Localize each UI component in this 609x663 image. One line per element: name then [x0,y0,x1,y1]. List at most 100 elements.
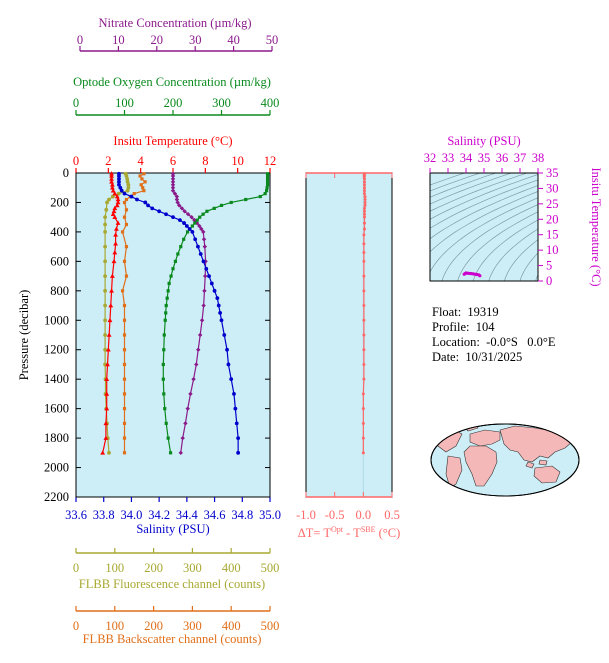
oxygen-point [190,224,194,228]
backscatter-point [122,259,127,263]
salinity-axis: 33.6 33.8 34.0 34.2 34.4 34.6 34.8 35.0 Salinit… [65,497,281,536]
salinity-point [122,191,127,196]
pressure-tick-label: 1600 [44,402,69,416]
fluorescence-tick-label: 300 [183,561,202,575]
backscatter-point [143,180,147,184]
temperature-point [115,220,121,225]
salinity-point [236,436,241,440]
oxygen-point [162,392,166,396]
backscatter-point [142,189,146,193]
fluorescence-point [103,333,107,337]
oxygen-point [265,186,269,190]
fluorescence-point [116,191,121,196]
fluorescence-tick-label: 400 [222,561,241,575]
backscatter-point [122,200,127,205]
pressure-tick-label: 800 [50,284,69,298]
temperature-point [111,208,117,214]
pressure-tick-label: 400 [50,225,69,239]
nitrate-point [183,421,188,426]
backscatter-point [122,362,127,367]
delta-t-point [362,172,366,176]
temperature-point [109,173,114,178]
salinity-point [171,215,175,220]
nitrate-point [191,376,196,382]
pressure-tick-label: 1200 [44,343,69,357]
salinity-point [229,377,234,382]
salinity-tick-label: 34.4 [176,508,199,522]
fluorescence-tick-label: 0 [73,561,79,575]
backscatter-point [122,392,127,396]
delta-t-point [362,289,366,293]
salinity-axis-label: Salinity (PSU) [136,522,209,536]
ts-y-tick-label: 0 [546,274,552,288]
ts-y-tick-label: 10 [546,243,559,257]
fluorescence-point [125,179,130,184]
delta-t-point [361,436,365,440]
nitrate-point [197,332,203,338]
oxygen-point [167,281,171,286]
temperature-point [110,211,116,217]
delta-t-point [363,198,367,202]
temperature-point [109,171,114,176]
nitrate-point [199,318,205,323]
oxygen-point [176,252,180,256]
temperature-axis: Insitu Temperature (°C) 0 2 4 6 8 10 12 [73,134,276,173]
delta-t-point [362,206,366,210]
temperature-point [112,191,118,196]
delta-t-point [362,180,366,184]
delta-t-point [362,304,366,308]
nitrate-point [203,273,208,279]
oxygen-point [265,183,270,187]
backscatter-point [122,451,127,455]
backscatter-point [122,436,127,440]
backscatter-tick-label: 400 [222,619,241,633]
ts-isopycnal-curve [488,228,538,281]
delta-t-point [362,318,366,322]
backscatter-point [141,186,145,190]
nitrate-tick-label: 20 [151,33,164,47]
temperature-point [105,347,111,352]
oxygen-point [229,200,233,205]
ts-isopycnal-curve [430,191,538,253]
oxygen-point [198,215,202,219]
oxygen-point [169,274,173,278]
oxygen-point [166,436,170,440]
salinity-point [117,182,121,187]
ts-y-tick-label: 30 [546,181,559,195]
delta-t-point [362,251,366,255]
salinity-point [226,362,231,367]
salinity-point [157,209,162,214]
ts-temperature-axis-label: Insitu Temperature (°C) [589,167,603,286]
salinity-point [209,281,214,286]
nitrate-point [185,212,191,217]
temperature-point [112,249,118,255]
south-america-landmass [445,455,463,489]
backscatter-point [122,303,127,308]
ts-y-tick-label: 15 [546,228,559,242]
nitrate-point [175,200,180,205]
fluorescence-point [124,174,129,178]
oxygen-point [164,311,168,315]
salinity-point [146,203,150,208]
nitrate-point [170,185,176,190]
salinity-point [117,179,121,184]
salinity-point [187,227,192,231]
salinity-point [234,421,239,426]
salinity-point [216,303,221,308]
temperature-point [115,199,121,205]
nitrate-point [196,347,201,352]
temperature-point [109,185,115,190]
salinity-point [198,252,203,256]
temperature-point [105,361,110,367]
temperature-point [109,288,114,293]
oxygen-tick-label: 0 [73,96,79,110]
delta-t-point [362,242,366,246]
temperature-point [112,205,118,211]
salinity-point [178,218,182,223]
ts-isopycnal-curve [430,197,538,273]
fluorescence-point [103,274,107,278]
oxygen-point [265,172,270,176]
oxygen-point [162,333,166,337]
fluorescence-point [107,197,111,202]
